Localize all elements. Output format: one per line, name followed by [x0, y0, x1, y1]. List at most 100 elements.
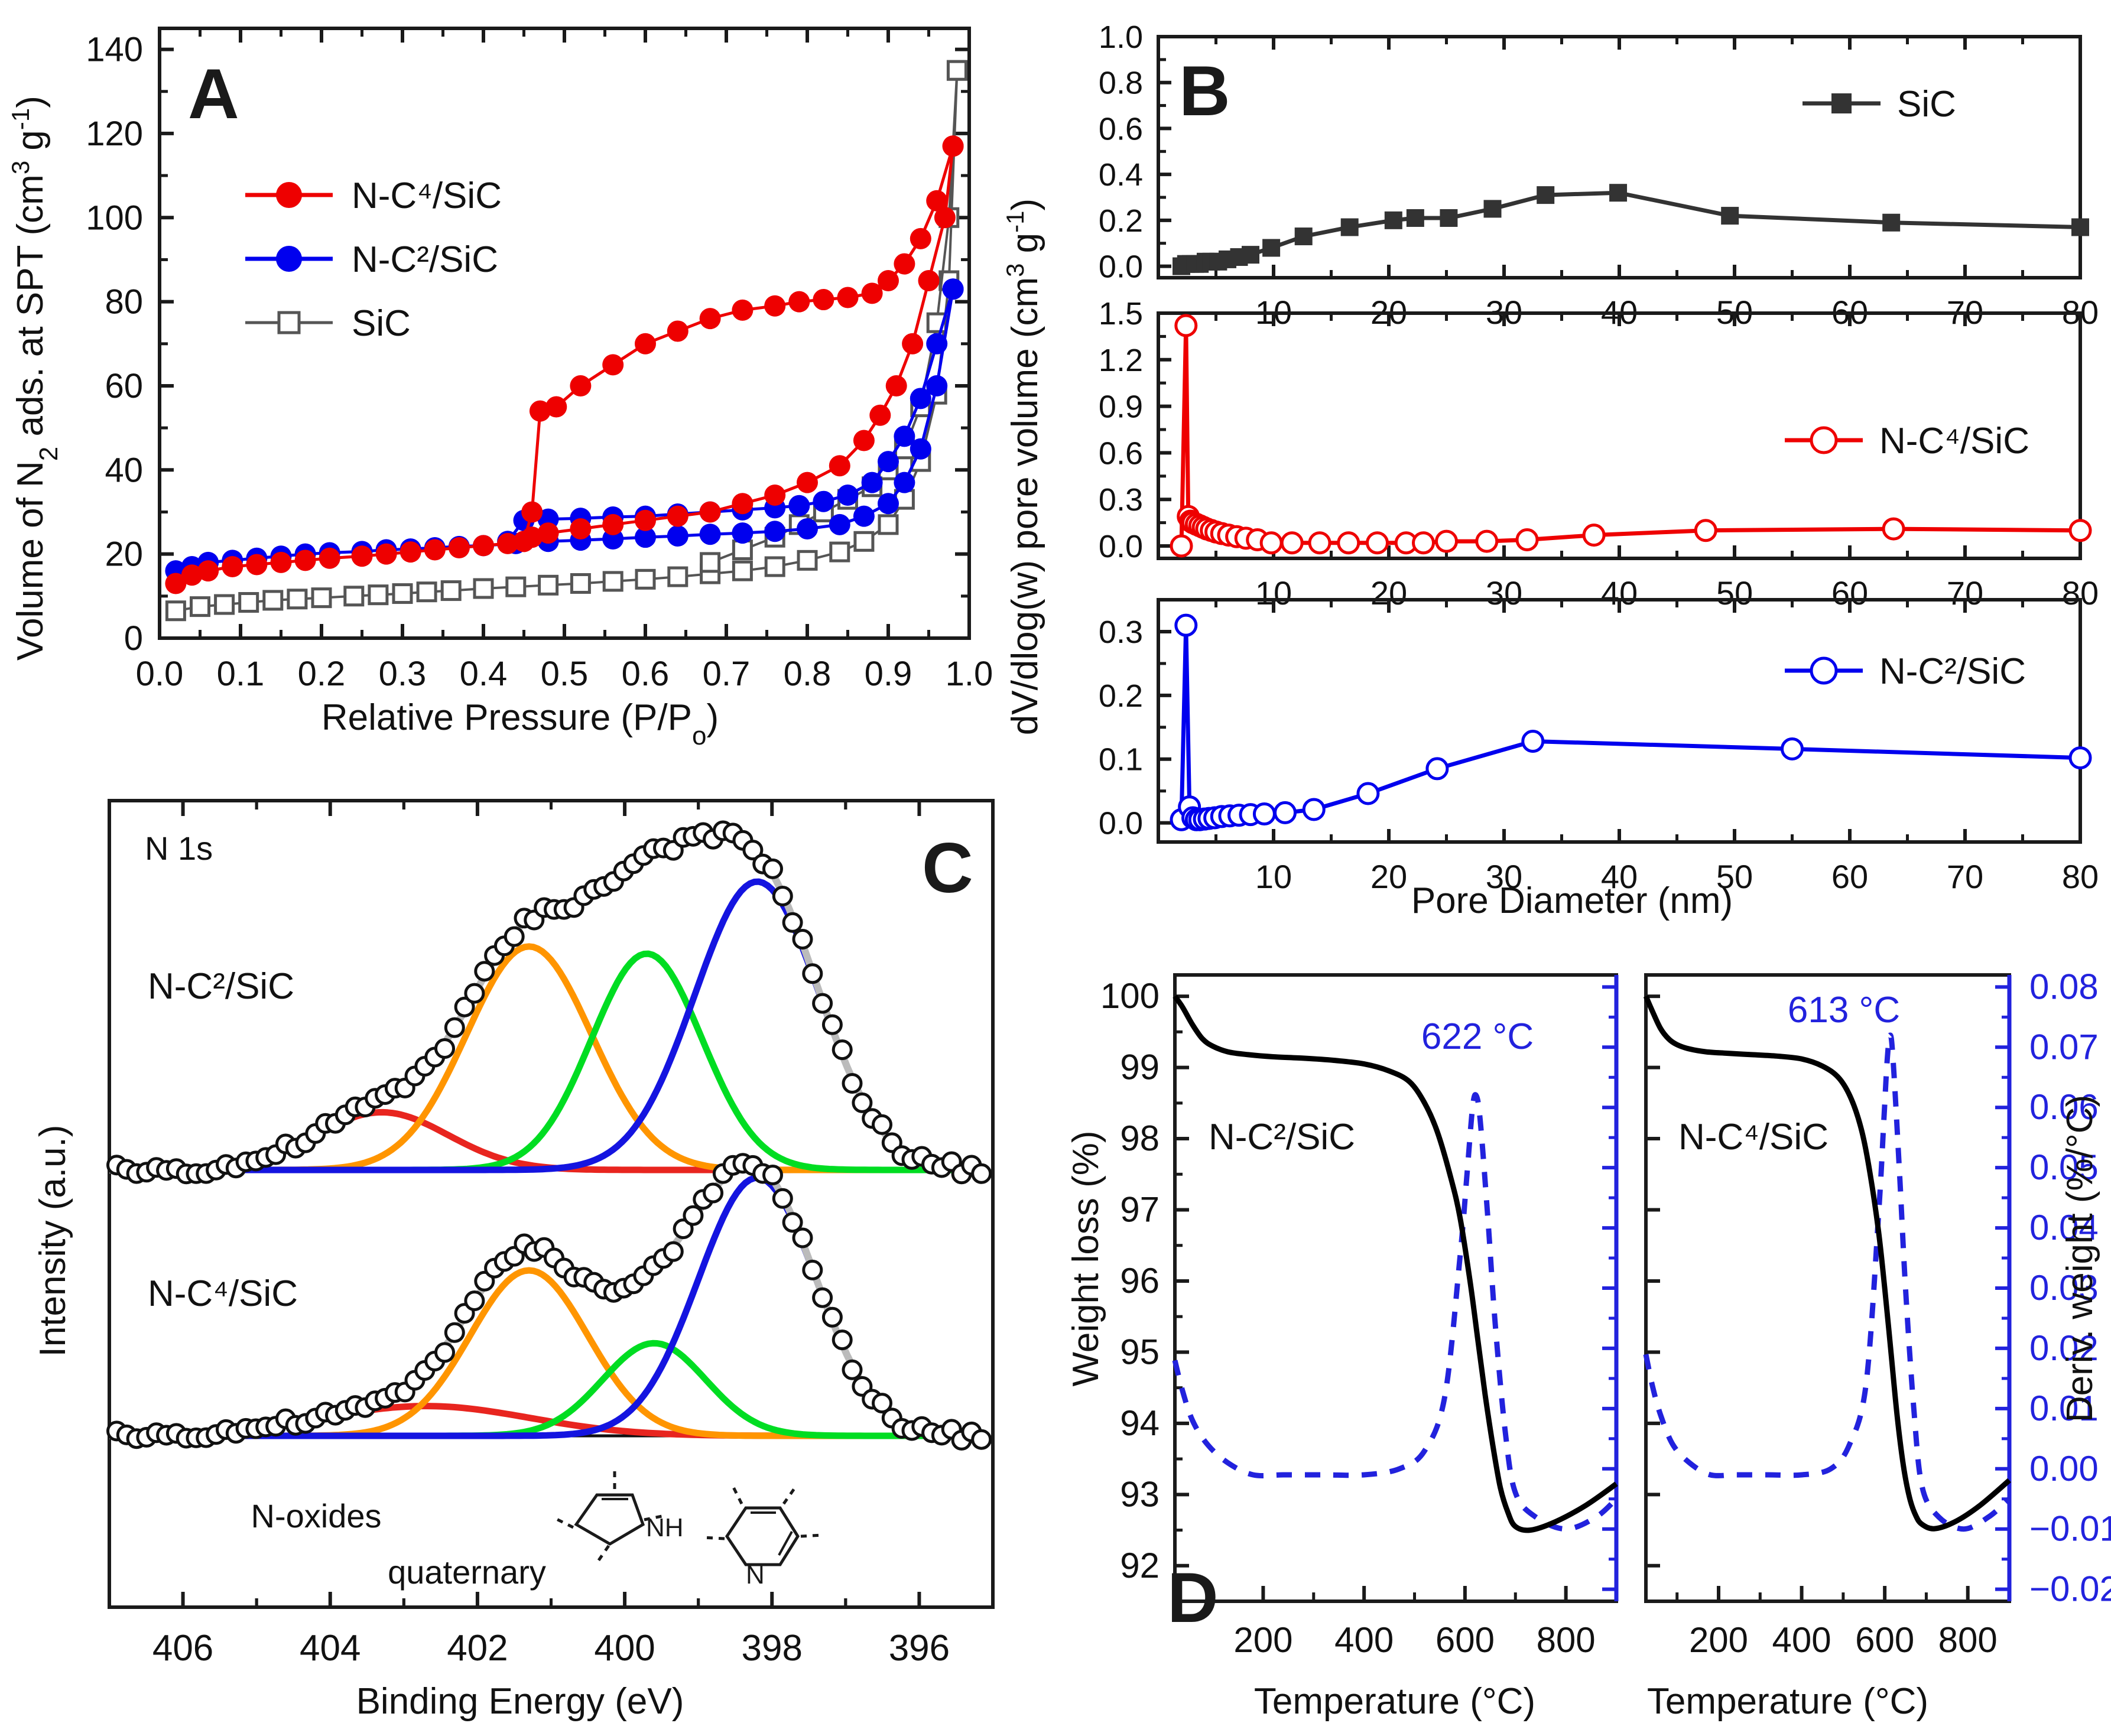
data-point — [894, 253, 915, 275]
panel-c-xtick-label: 404 — [300, 1628, 361, 1669]
data-point — [1810, 656, 1838, 685]
data-point — [570, 375, 592, 396]
data-point — [277, 311, 301, 334]
panel-b-xtick-label: 10 — [1255, 858, 1292, 895]
xps-data-point — [772, 1188, 793, 1209]
data-point — [918, 270, 940, 292]
series-n-c--sic — [1170, 314, 2092, 558]
panel-b-legend-1: N-C⁴/SiC — [1785, 421, 2029, 461]
xps-data-point — [812, 1287, 833, 1308]
panel-c-letter: C — [922, 828, 973, 908]
svg-text:N: N — [746, 1561, 765, 1589]
data-point — [1412, 531, 1435, 555]
panel-a-ytick-label: 140 — [86, 31, 143, 69]
panel-b-ytick-label: 0.1 — [1099, 742, 1143, 778]
xps-data-point — [742, 840, 764, 861]
data-point — [343, 586, 365, 607]
data-point — [2071, 218, 2089, 236]
data-point — [197, 560, 219, 582]
data-point — [902, 333, 924, 355]
panel-b-ytick-label: 0.9 — [1099, 389, 1143, 425]
xps-data-point — [812, 993, 833, 1014]
panel-b-legend-2: N-C²/SiC — [1785, 651, 2026, 692]
data-point — [813, 289, 834, 311]
panel-d-ytick-right-label: 0.00 — [2029, 1449, 2099, 1488]
data-point — [837, 485, 859, 506]
svg-text:dV/dlog(w) pore volume (cm3 g-: dV/dlog(w) pore volume (cm3 g-1) — [1001, 199, 1046, 735]
data-point — [764, 485, 786, 506]
panel-c: 406 404 402 400 398 396 N-C²/SiC N-C⁴/SiC C N 1… — [33, 799, 995, 1722]
data-point — [861, 282, 883, 304]
data-point — [667, 525, 688, 547]
xps-data-point — [872, 1114, 892, 1135]
panel-d-xtick-label: 200 — [1233, 1620, 1292, 1660]
panel-a-xtick-label: 0.3 — [379, 655, 427, 693]
panel-d-ylabel-right: Deriv. weight (%/°C) — [2060, 1095, 2100, 1422]
data-point — [797, 518, 818, 539]
data-point — [946, 60, 967, 81]
panel-d-ytick-right-label: −0.01 — [2029, 1509, 2111, 1549]
data-point — [853, 430, 875, 451]
data-point — [1483, 200, 1502, 218]
panel-a: 0.0 0.1 0.2 0.3 0.4 0.5 0.6 0.7 0.8 0.9 1.0 0 20 40 60… — [7, 27, 993, 750]
svg-text:Deriv. weight (%/°C): Deriv. weight (%/°C) — [2060, 1095, 2100, 1422]
panel-d-xtick-label: 200 — [1689, 1620, 1748, 1660]
data-point — [788, 291, 810, 313]
panel-c-xtick-label: 398 — [742, 1628, 803, 1669]
data-point — [1274, 801, 1297, 824]
xps-data-point — [464, 1290, 485, 1311]
data-point — [497, 532, 519, 554]
data-point — [829, 455, 850, 477]
data-point — [926, 190, 948, 212]
data-point — [894, 425, 915, 447]
data-point — [246, 554, 268, 576]
data-point — [910, 388, 931, 409]
xps-data-point — [683, 1205, 704, 1226]
panel-d: 200 400 600 800 92 93 94 95 96 97 98 99 100 N-C²/SiC 6… — [1066, 967, 2111, 1722]
data-point — [1721, 207, 1739, 225]
data-point — [1340, 218, 1359, 236]
data-point — [1384, 211, 1402, 229]
panel-a-ytick-label: 40 — [105, 451, 143, 489]
data-point — [635, 333, 656, 355]
panel-a-xtick-label: 0.4 — [460, 655, 508, 693]
panel-d-ytick-right-label: 0.01 — [2029, 1389, 2099, 1428]
data-point — [538, 574, 559, 596]
xps-data-point — [444, 1017, 465, 1038]
data-point — [942, 135, 964, 157]
data-point — [602, 354, 624, 376]
data-point — [797, 550, 818, 571]
deriv-weight-curve — [1643, 1032, 2012, 1532]
panel-a-ytick-label: 60 — [105, 367, 143, 405]
data-point — [667, 505, 688, 527]
data-point — [473, 535, 494, 557]
data-point — [602, 571, 623, 592]
panel-b-ytick-label: 0.4 — [1099, 157, 1143, 193]
data-point — [1406, 209, 1424, 227]
panel-a-xtick-label: 0.2 — [298, 655, 346, 693]
data-point — [910, 438, 931, 460]
panel-d-xtick-label: 600 — [1436, 1620, 1495, 1660]
data-point — [375, 543, 397, 565]
panel-a-xtick-label: 0.9 — [865, 655, 912, 693]
data-point — [1308, 531, 1331, 555]
panel-a-ylabel: Volume of N2 ads. at SPT (cm3 g-1) — [7, 96, 63, 661]
panel-a-xtick-label: 0.5 — [541, 655, 589, 693]
data-point — [294, 550, 316, 571]
xps-data-point — [762, 1165, 783, 1185]
data-point — [1280, 531, 1304, 555]
panel-d-ytick-left-label: 93 — [1120, 1474, 1160, 1514]
data-point — [878, 270, 899, 292]
xps-data-point — [802, 1259, 823, 1280]
data-point — [1435, 529, 1458, 553]
xps-data-point — [434, 1342, 455, 1363]
panel-c-xtick-label: 402 — [447, 1628, 508, 1669]
panel-d-letter: D — [1167, 1558, 1219, 1637]
panel-c-xlabel: Binding Energy (eV) — [356, 1681, 684, 1722]
data-point — [1694, 519, 1717, 542]
panel-c-annotation-quaternary: quaternary — [388, 1553, 546, 1591]
data-point — [368, 584, 389, 606]
panel-c-plot: 406 404 402 400 398 396 N-C²/SiC N-C⁴/SiC — [106, 799, 995, 1669]
